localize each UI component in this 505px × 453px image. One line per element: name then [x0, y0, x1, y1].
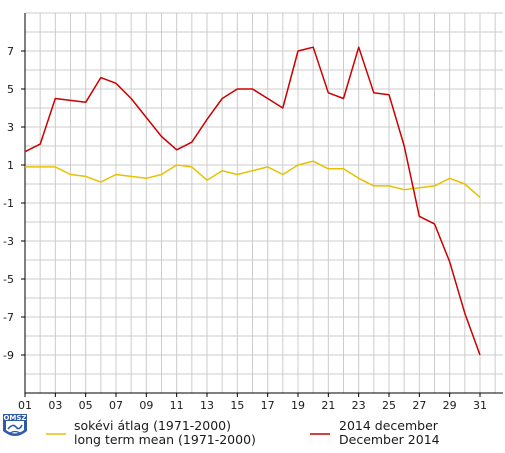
y-tick-label: 5 [7, 83, 14, 96]
x-tick-label: 11 [170, 399, 184, 412]
legend-label-mean-en: long term mean (1971-2000) [74, 432, 256, 447]
x-tick-label: 27 [412, 399, 426, 412]
x-tick-label: 15 [230, 399, 244, 412]
x-tick-label: 03 [48, 399, 62, 412]
chart-legend: sokévi átlag (1971-2000) long term mean … [46, 418, 440, 447]
legend-label-2014-hu: 2014 december [339, 418, 439, 433]
logo-text: OMSZ [3, 414, 26, 422]
chart-axes [21, 13, 503, 397]
y-tick-label: -9 [3, 349, 14, 362]
series-layer [24, 46, 481, 356]
tick-labels: 01 03 05 07 09 11 13 15 17 19 21 23 25 27 29 317531-1-3… [3, 45, 487, 412]
y-tick-label: -7 [3, 311, 14, 324]
chart-grid [24, 12, 503, 394]
x-tick-label: 29 [443, 399, 457, 412]
x-tick-label: 19 [291, 399, 305, 412]
y-tick-label: 3 [7, 121, 14, 134]
series-line-1 [24, 46, 481, 356]
x-tick-label: 13 [200, 399, 214, 412]
y-tick-label: -1 [3, 197, 14, 210]
y-tick-label: 1 [7, 159, 14, 172]
y-tick-label: -3 [3, 235, 14, 248]
x-tick-label: 31 [473, 399, 487, 412]
legend-label-mean-hu: sokévi átlag (1971-2000) [74, 418, 231, 433]
y-tick-label: -5 [3, 273, 14, 286]
x-tick-label: 09 [139, 399, 153, 412]
legend-label-2014-en: December 2014 [339, 432, 440, 447]
x-tick-label: 05 [79, 399, 93, 412]
omsz-logo: OMSZ [3, 414, 27, 436]
series-line-0 [25, 160, 481, 198]
x-tick-label: 21 [321, 399, 335, 412]
x-tick-label: 07 [109, 399, 123, 412]
y-tick-label: 7 [7, 45, 14, 58]
x-tick-label: 17 [261, 399, 275, 412]
x-tick-label: 23 [352, 399, 366, 412]
x-tick-label: 25 [382, 399, 396, 412]
x-tick-label: 01 [18, 399, 32, 412]
